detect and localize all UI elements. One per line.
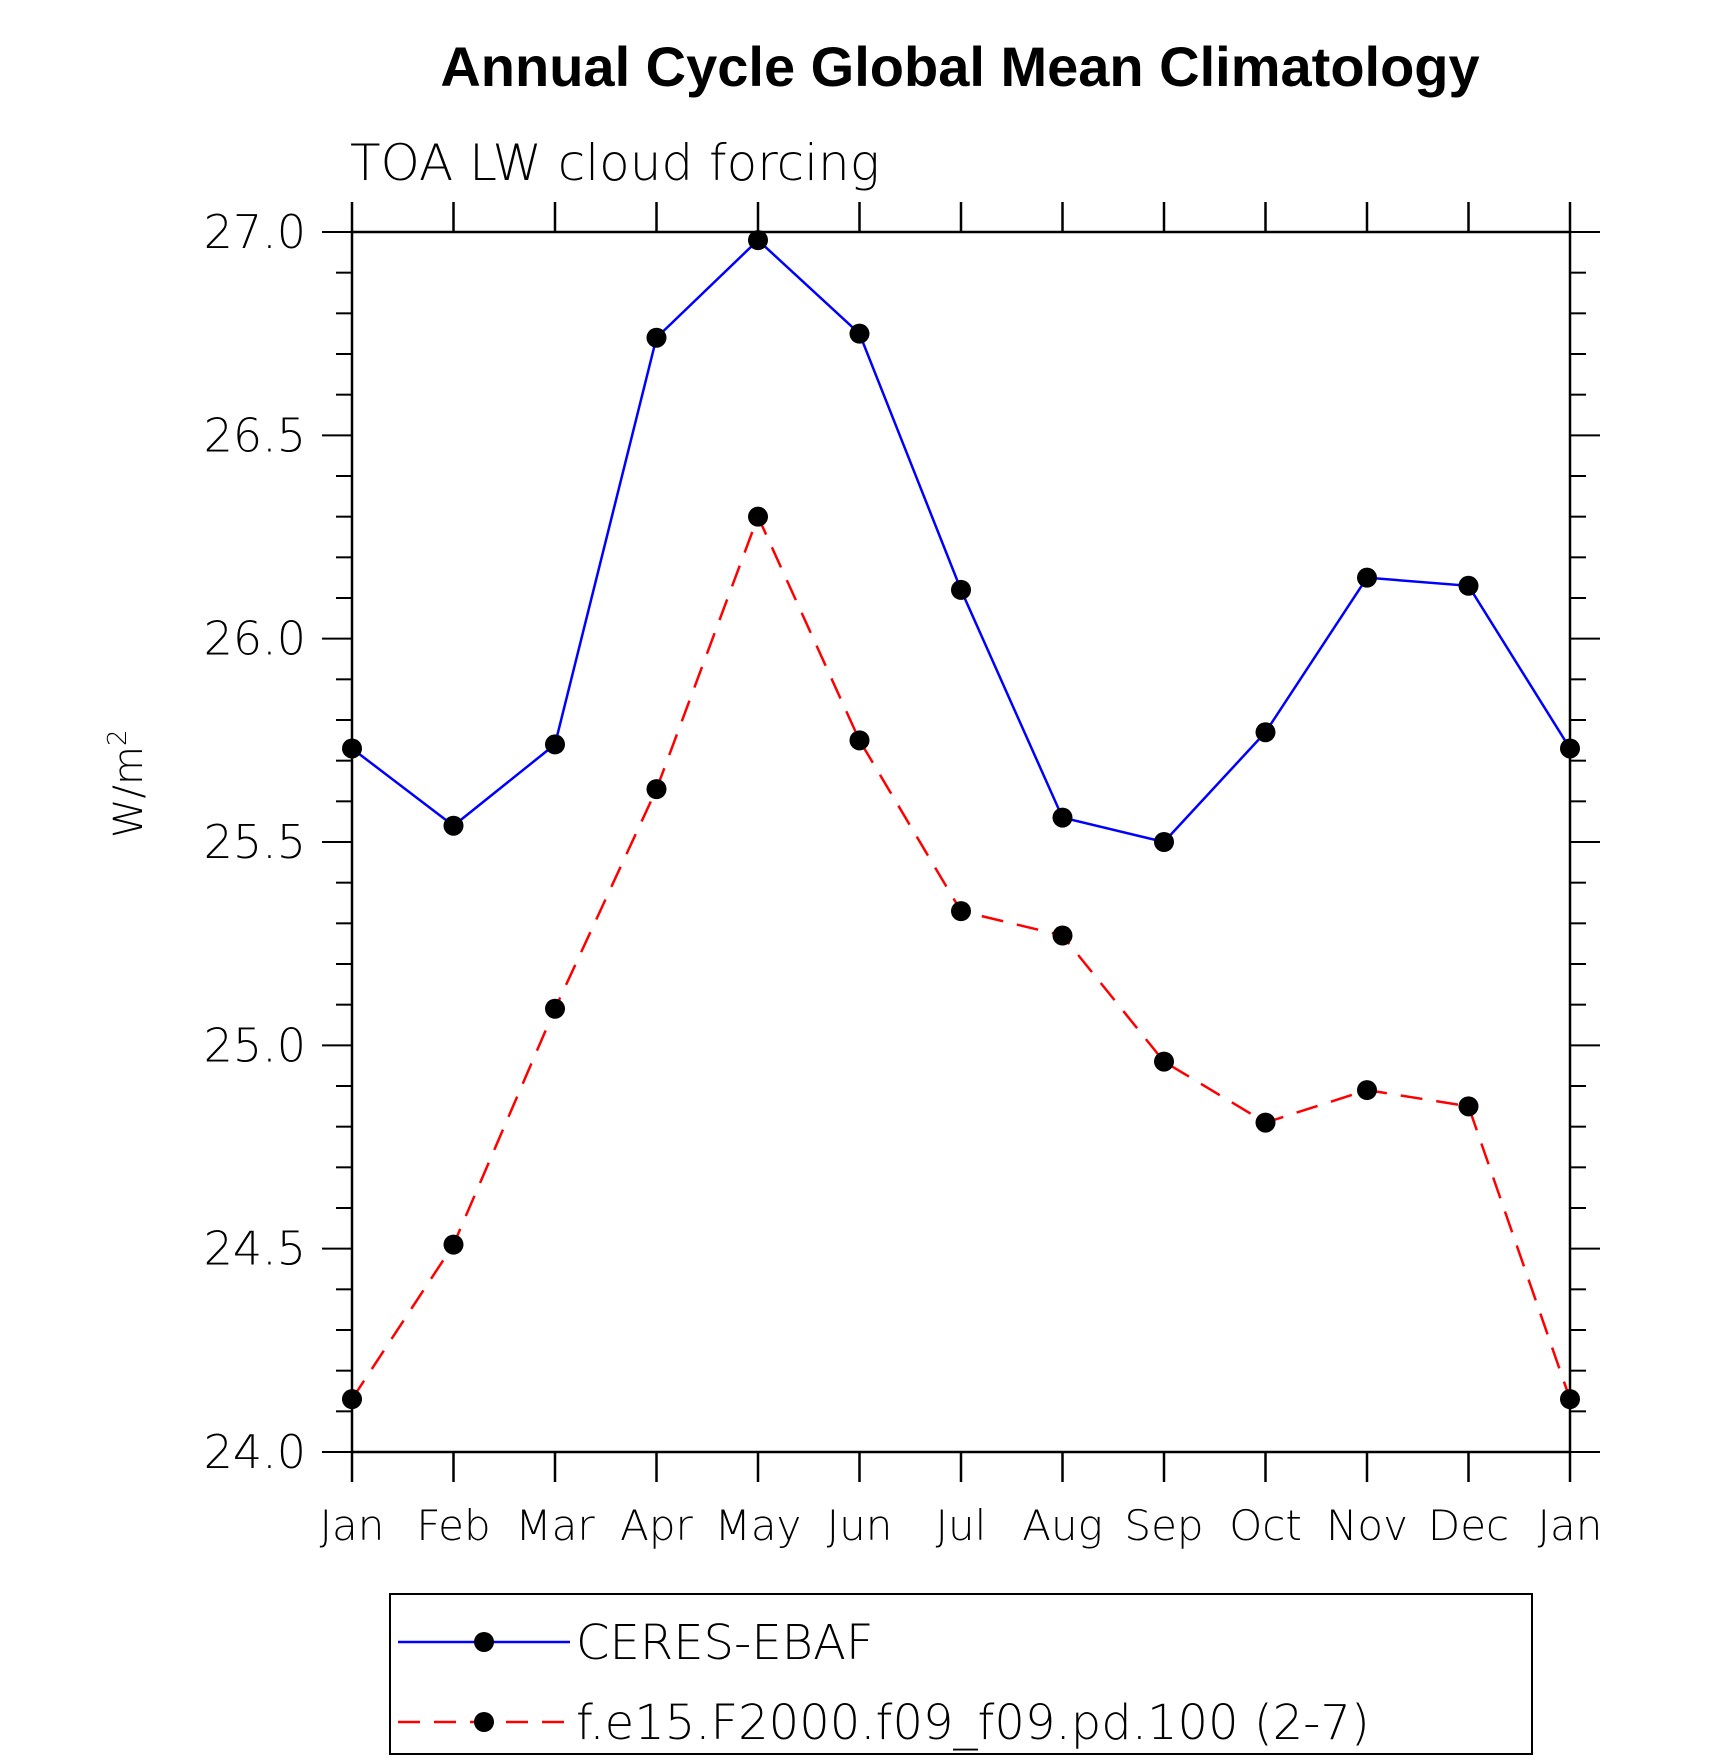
- series-line: [350, 513, 1572, 1400]
- data-point: [951, 579, 971, 600]
- legend-item: CERES-EBAF: [398, 1615, 874, 1671]
- legend-marker: [474, 1632, 494, 1652]
- x-tick-label: Jan: [1538, 1501, 1603, 1550]
- y-tick-label: 24.5: [204, 1222, 306, 1276]
- data-point: [443, 1234, 464, 1255]
- data-point: [1255, 722, 1276, 743]
- data-point: [849, 323, 870, 344]
- data-point: [1255, 1112, 1276, 1133]
- data-point: [1560, 738, 1580, 759]
- series-layer: [342, 230, 1580, 1410]
- data-point: [748, 230, 768, 251]
- y-axis-label: W/m2: [103, 729, 152, 838]
- chart-subtitle: TOA LW cloud forcing: [350, 134, 880, 192]
- x-tick-label: May: [715, 1501, 802, 1550]
- y-tick-label: 25.0: [204, 1018, 306, 1072]
- legend: CERES-EBAF f.e15.F2000.f09_f09.pd.100 (2-…: [389, 1593, 1533, 1755]
- legend-item: f.e15.F2000.f09_f09.pd.100 (2-7): [398, 1695, 1370, 1751]
- x-tick-label: Aug: [1022, 1501, 1103, 1550]
- data-point: [646, 327, 667, 348]
- x-tick-labels: Jan Feb Mar Apr May Jun Jul Aug Sep Oct Nov Dec Jan: [320, 1501, 1603, 1550]
- data-point: [545, 998, 565, 1019]
- x-tick-label: Apr: [620, 1501, 693, 1550]
- data-point: [1458, 575, 1479, 596]
- data-point: [443, 815, 464, 836]
- data-point: [1357, 567, 1377, 588]
- series-2: [342, 506, 1580, 1410]
- svg-text:W/m2: W/m2: [103, 729, 152, 838]
- y-tick-label: 26.5: [204, 408, 306, 462]
- chart-title: Annual Cycle Global Mean Climatology: [440, 35, 1479, 98]
- series-line: [351, 238, 1572, 844]
- x-tick-label: Jun: [827, 1501, 893, 1550]
- plot-frame: [350, 230, 1572, 1454]
- data-point: [1154, 1051, 1174, 1072]
- axis-ticks: [322, 202, 1600, 1482]
- y-axis-label-base: W/m: [106, 746, 152, 838]
- series-1: [342, 230, 1580, 852]
- data-point: [1458, 1096, 1479, 1117]
- data-point: [342, 1389, 362, 1410]
- y-tick-label: 27.0: [204, 205, 306, 259]
- y-tick-label: 24.0: [204, 1425, 306, 1479]
- x-tick-label: Mar: [515, 1501, 595, 1550]
- x-tick-label: Sep: [1124, 1501, 1203, 1550]
- data-point: [748, 506, 768, 527]
- x-tick-label: Feb: [416, 1501, 490, 1550]
- legend-marker: [474, 1712, 494, 1732]
- x-tick-label: Dec: [1428, 1501, 1509, 1550]
- y-tick-label: 26.0: [204, 612, 306, 666]
- data-point: [1560, 1389, 1580, 1410]
- legend-label: f.e15.F2000.f09_f09.pd.100 (2-7): [576, 1695, 1370, 1751]
- x-tick-label: Jul: [936, 1501, 987, 1550]
- y-axis-label-superscript: 2: [103, 729, 133, 746]
- x-tick-label: Oct: [1229, 1501, 1302, 1550]
- data-point: [1357, 1080, 1377, 1101]
- x-tick-label: Nov: [1326, 1501, 1408, 1550]
- data-point: [951, 901, 971, 922]
- y-tick-label: 25.5: [204, 815, 306, 869]
- y-tick-labels: 27.0 26.5 26.0 25.5 25.0 24.5 24.0: [204, 205, 306, 1479]
- data-point: [1154, 832, 1174, 852]
- legend-label: CERES-EBAF: [576, 1615, 874, 1671]
- data-point: [342, 738, 362, 759]
- data-point: [849, 730, 870, 751]
- legend-box: [389, 1593, 1533, 1755]
- x-tick-label: Jan: [320, 1501, 385, 1550]
- data-point: [1052, 807, 1073, 828]
- data-point: [545, 734, 565, 755]
- data-point: [646, 779, 667, 800]
- data-point: [1052, 925, 1073, 946]
